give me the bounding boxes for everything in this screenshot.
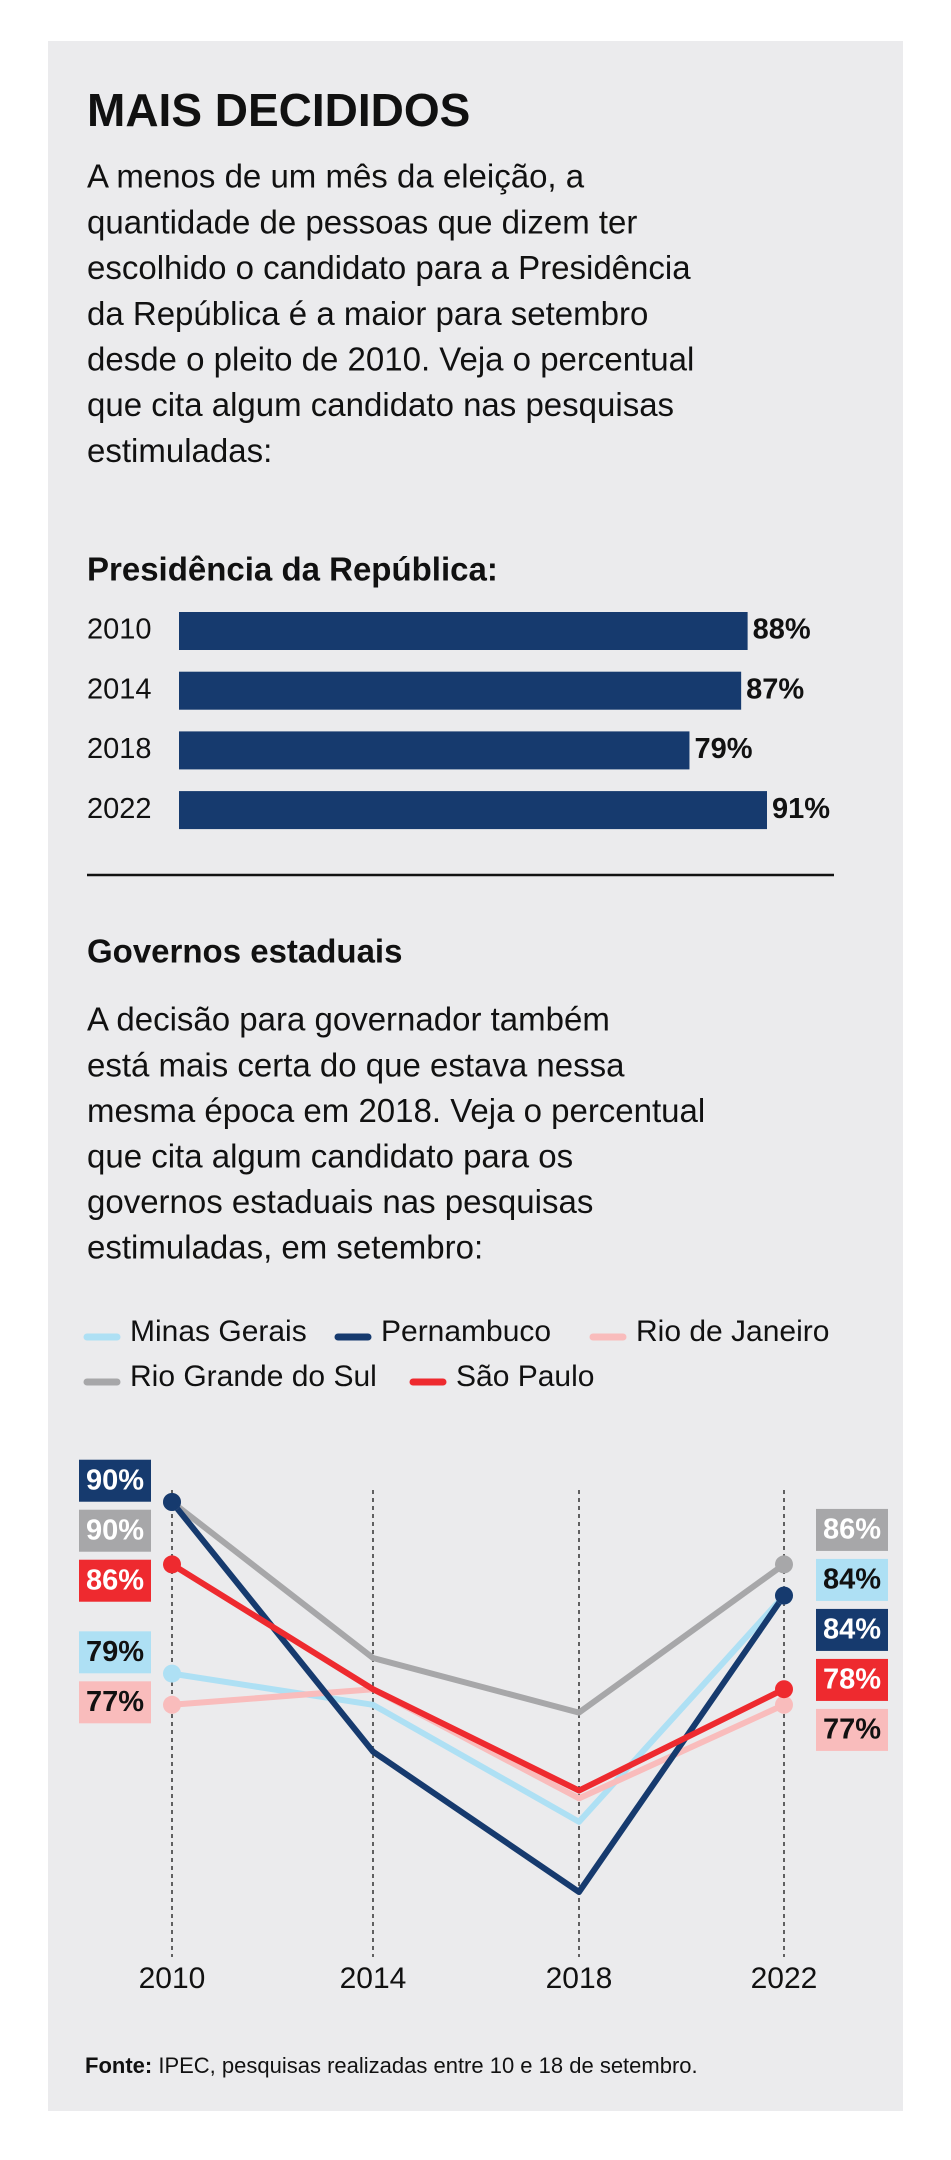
intro-line: da República é a maior para setembro (87, 295, 648, 332)
chart-title: Presidência da República: (87, 551, 498, 588)
value-label: 84% (823, 1564, 881, 1596)
intro-line: que cita algum candidato nas pesquisas (87, 386, 674, 423)
point (775, 1695, 793, 1714)
label-box (816, 1508, 888, 1551)
y-tick-label: 2014 (87, 673, 152, 705)
intro-line: estimuladas: (87, 432, 272, 469)
bar (179, 731, 690, 770)
label-box (79, 1631, 151, 1674)
y-tick-label: 2022 (87, 793, 152, 825)
subtitle-line: está mais certa do que estava nessa (87, 1046, 625, 1083)
subtitle-line: estimuladas, em setembro: (87, 1229, 483, 1266)
point (775, 1586, 793, 1605)
chart-title: Governos estaduais (87, 933, 402, 970)
subtitle-line: que cita algum candidato para os (87, 1138, 573, 1175)
subtitle-line: mesma época em 2018. Veja o percentual (87, 1092, 705, 1129)
value-label: 91% (772, 793, 830, 825)
value-label: 79% (86, 1636, 144, 1668)
label-box (816, 1658, 888, 1701)
value-label: 77% (823, 1714, 881, 1746)
series-line (170, 1561, 786, 1794)
label-box (816, 1608, 888, 1651)
point (163, 1695, 181, 1714)
point (775, 1555, 793, 1574)
value-label: 86% (823, 1514, 881, 1546)
y-tick-label: 2018 (87, 733, 152, 765)
legend-label: Rio de Janeiro (636, 1315, 829, 1348)
x-tick-label: 2010 (139, 1962, 206, 1995)
x-tick-label: 2018 (546, 1962, 613, 1995)
intro-line: A menos de um mês da eleição, a (87, 158, 585, 195)
subtitle-line: A decisão para governador também (87, 1001, 610, 1038)
intro-line: escolhido o candidato para a Presidência (87, 249, 691, 286)
label-box (79, 1559, 151, 1602)
legend-label: Rio Grande do Sul (130, 1360, 377, 1393)
legend-label: Minas Gerais (130, 1315, 307, 1348)
value-label: 79% (694, 733, 752, 765)
point (775, 1680, 793, 1699)
title: MAIS DECIDIDOS (87, 84, 470, 136)
source: Fonte: IPEC, pesquisas realizadas entre … (85, 2053, 698, 2078)
value-label: 90% (86, 1514, 144, 1546)
value-label: 90% (86, 1464, 144, 1496)
label-box (816, 1558, 888, 1601)
value-label: 86% (86, 1564, 144, 1596)
value-label: 88% (753, 614, 811, 646)
bar (179, 791, 767, 830)
legend-label: São Paulo (456, 1360, 594, 1393)
intro-line: desde o pleito de 2010. Veja o percentua… (87, 341, 694, 378)
series-line (170, 1499, 786, 1716)
point (163, 1664, 181, 1683)
point (163, 1493, 181, 1511)
value-label: 78% (823, 1664, 881, 1696)
point (163, 1555, 181, 1574)
x-tick-label: 2014 (340, 1962, 407, 1995)
label-box (79, 1509, 151, 1552)
series-line (171, 1686, 786, 1802)
legend-label: Pernambuco (381, 1315, 551, 1348)
value-label: 87% (746, 673, 804, 705)
source-text: IPEC, pesquisas realizadas entre 10 e 18… (158, 2053, 697, 2078)
bar (179, 671, 742, 710)
bar (179, 612, 748, 650)
value-label: 77% (86, 1686, 144, 1718)
subtitle-line: governos estaduais nas pesquisas (87, 1183, 593, 1220)
source-label: Fonte: (85, 2053, 152, 2078)
x-tick-label: 2022 (751, 1962, 818, 1995)
label-box (816, 1708, 888, 1751)
series-line (171, 1593, 787, 1825)
value-label: 84% (823, 1614, 881, 1646)
label-box (79, 1681, 151, 1724)
y-tick-label: 2010 (87, 614, 152, 646)
intro-line: quantidade de pessoas que dizem ter (87, 203, 637, 240)
label-box (79, 1459, 151, 1502)
